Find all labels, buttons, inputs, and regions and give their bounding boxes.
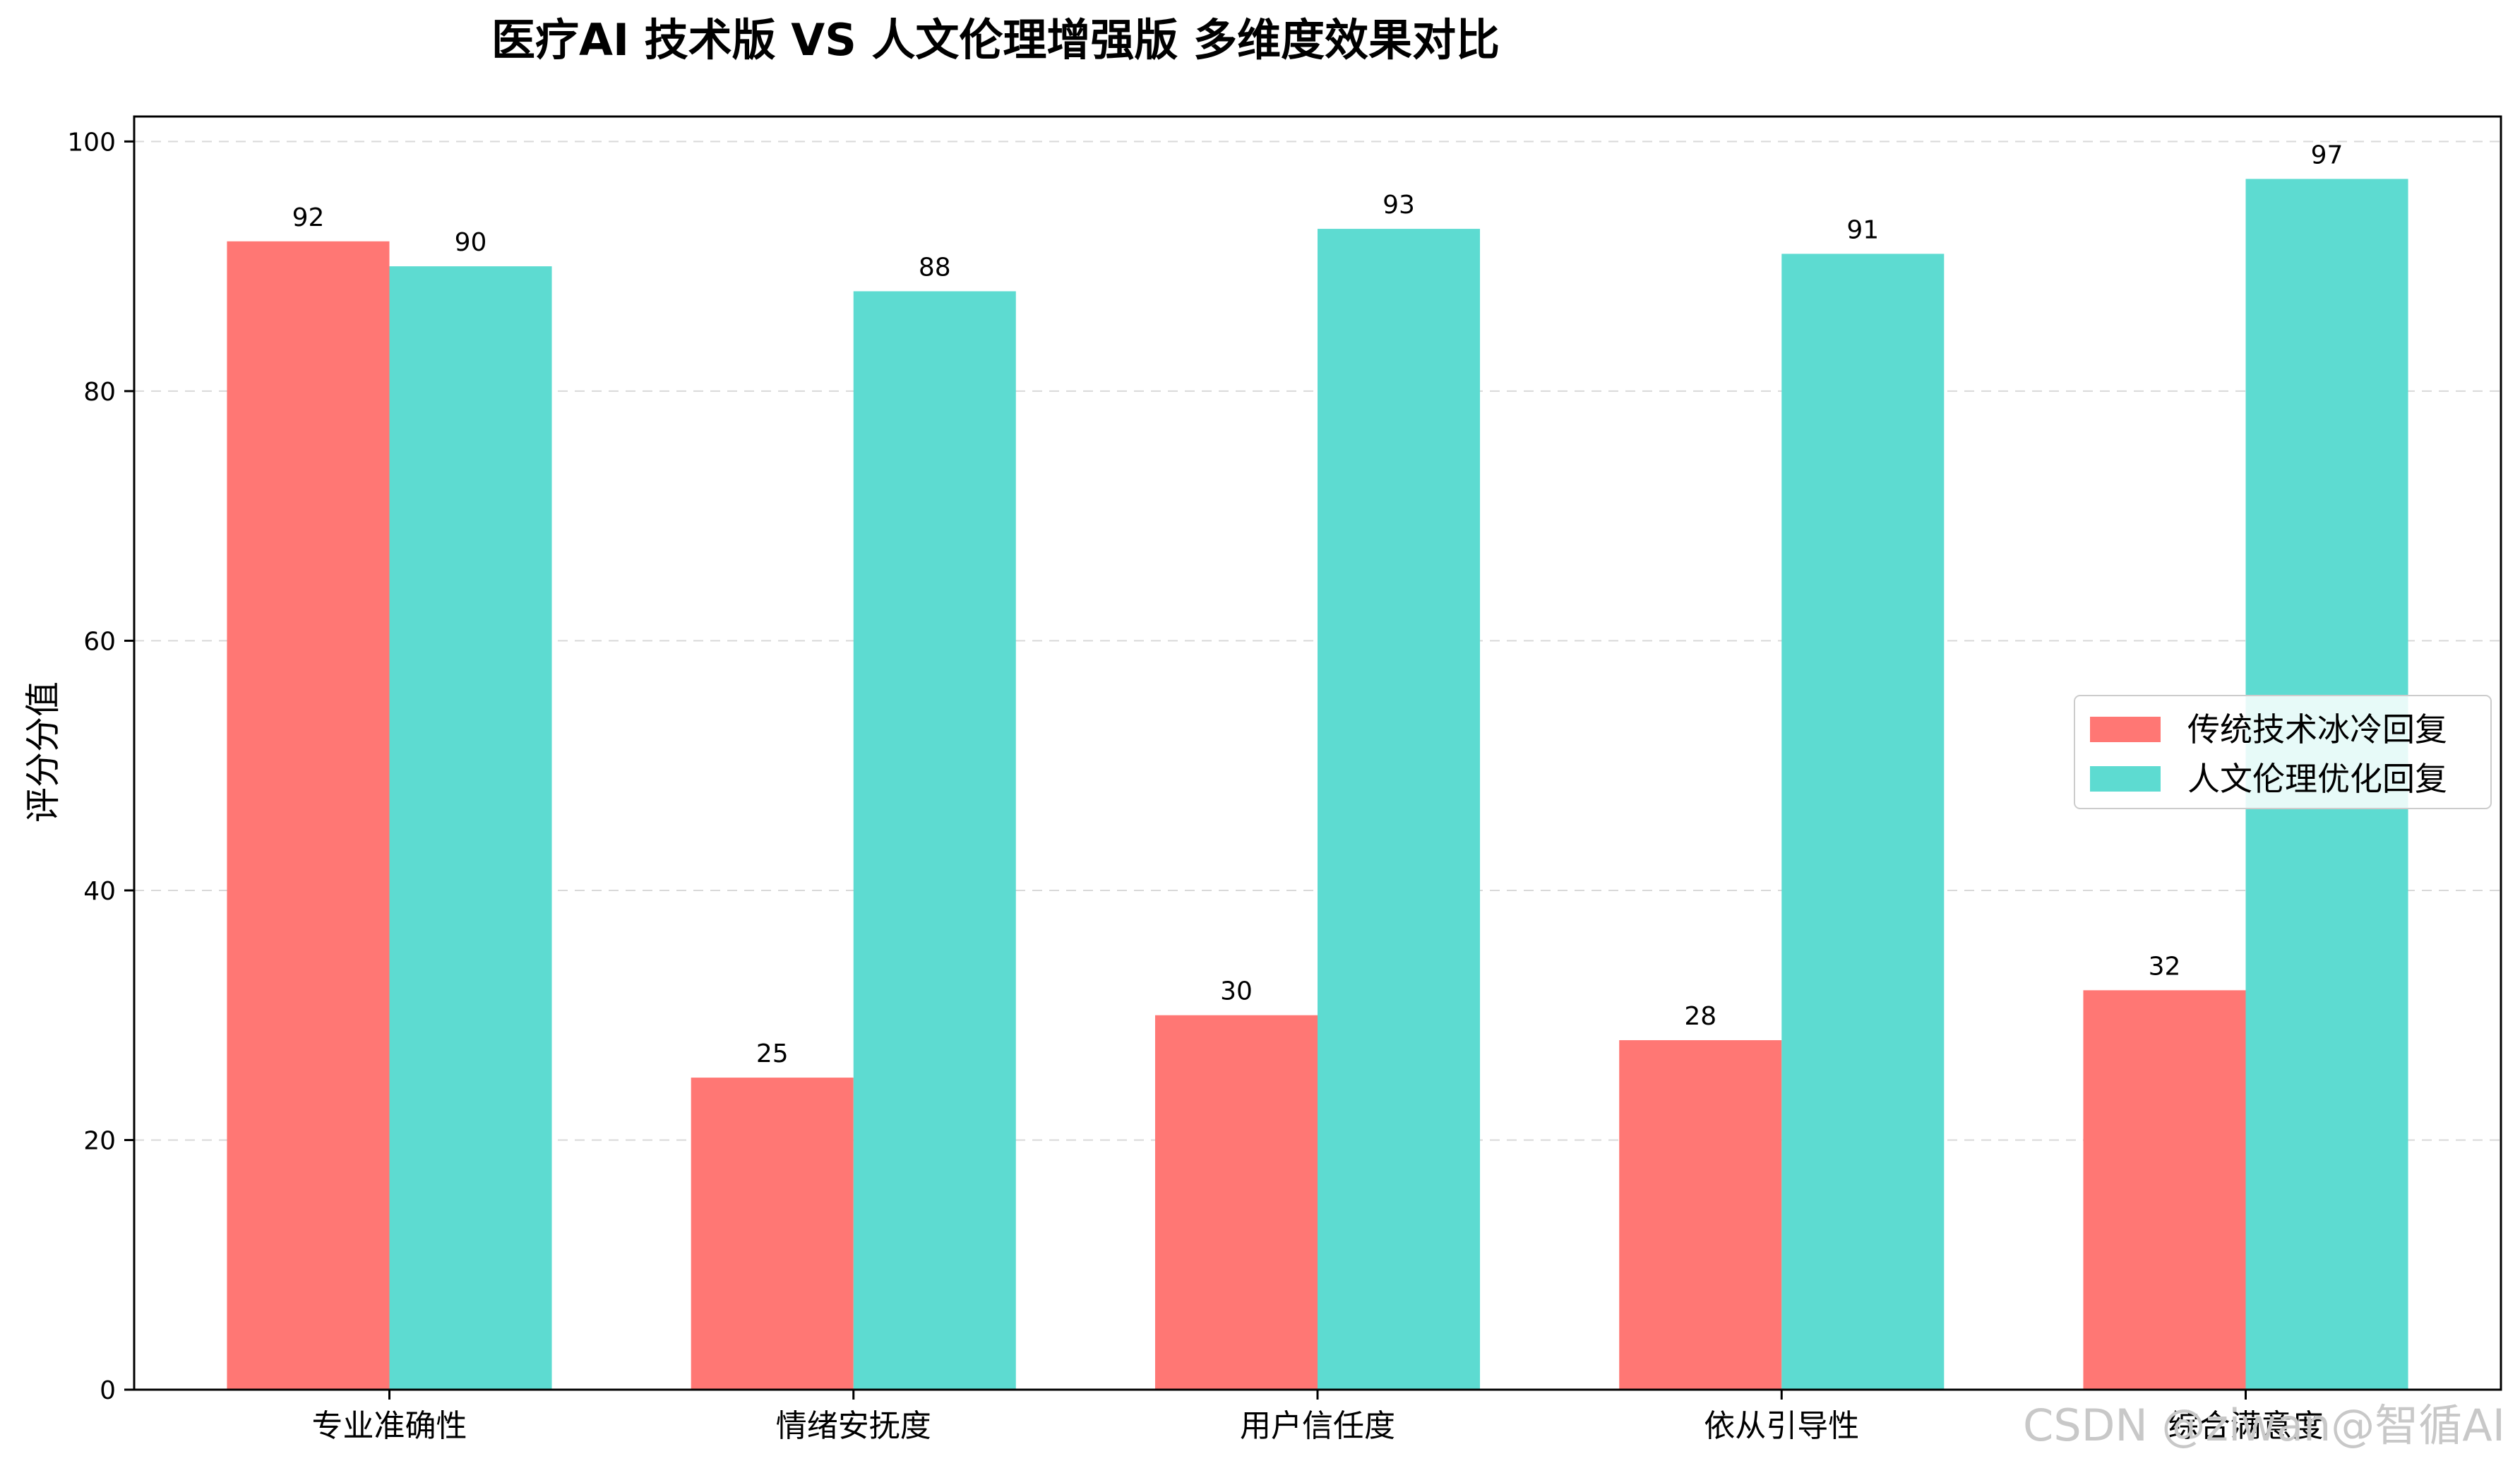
data-label-humanistic-3: 91 (1846, 215, 1879, 244)
y-tick-label-80: 80 (83, 378, 116, 407)
data-label-traditional-4: 32 (2149, 952, 2181, 981)
data-labels: 92 90 25 88 30 93 28 91 32 97 (292, 141, 2343, 1068)
x-tick-label-4: 综合满意度 (2168, 1408, 2324, 1444)
x-tick-label-2: 用户信任度 (1240, 1408, 1395, 1444)
legend-swatch-humanistic (2090, 766, 2161, 792)
data-label-humanistic-2: 93 (1383, 191, 1415, 220)
data-label-traditional-3: 28 (1684, 1002, 1716, 1031)
x-tick-label-3: 依从引导性 (1704, 1408, 1859, 1444)
legend-label-traditional: 传统技术冰冷回复 (2187, 710, 2447, 749)
bar-humanistic-1 (853, 291, 1016, 1390)
bar-humanistic-2 (1318, 229, 1481, 1390)
bar-humanistic-0 (389, 266, 552, 1390)
bar-traditional-3 (1619, 1040, 1782, 1390)
y-tick-label-40: 40 (83, 877, 116, 906)
data-label-traditional-0: 92 (292, 203, 325, 232)
legend-box (2074, 695, 2492, 809)
x-tick-label-1: 情绪安抚度 (776, 1408, 931, 1444)
bars (227, 179, 2408, 1390)
bar-traditional-0 (227, 241, 390, 1390)
bar-traditional-2 (1154, 1015, 1318, 1390)
x-tick-label-0: 专业准确性 (311, 1408, 467, 1444)
y-tick-label-60: 60 (83, 627, 116, 656)
watermark: CSDN @ziwan@智循AI (2023, 1400, 2505, 1451)
data-label-traditional-2: 30 (1220, 977, 1253, 1006)
legend: 传统技术冰冷回复 人文伦理优化回复 (2074, 695, 2492, 809)
data-label-humanistic-1: 88 (919, 253, 951, 282)
y-tick-label-0: 0 (100, 1376, 116, 1405)
y-tick-label-20: 20 (83, 1126, 116, 1155)
legend-swatch-traditional (2090, 717, 2161, 742)
x-axis-ticks: 专业准确性 情绪安抚度 用户信任度 依从引导性 综合满意度 (311, 1390, 2324, 1444)
legend-label-humanistic: 人文伦理优化回复 (2187, 760, 2447, 798)
bar-traditional-4 (2083, 990, 2246, 1390)
y-axis-label: 评分分值 (23, 681, 64, 823)
data-label-humanistic-0: 90 (455, 228, 487, 257)
data-label-humanistic-4: 97 (2311, 141, 2343, 169)
bar-traditional-1 (691, 1078, 854, 1390)
bar-humanistic-3 (1781, 254, 1945, 1390)
data-label-traditional-1: 25 (756, 1039, 789, 1068)
y-axis-ticks: 0 20 40 60 80 100 (67, 128, 134, 1405)
chart-title: 医疗AI 技术版 VS 人文伦理增强版 多维度效果对比 (491, 14, 1500, 66)
y-tick-label-100: 100 (67, 128, 116, 157)
